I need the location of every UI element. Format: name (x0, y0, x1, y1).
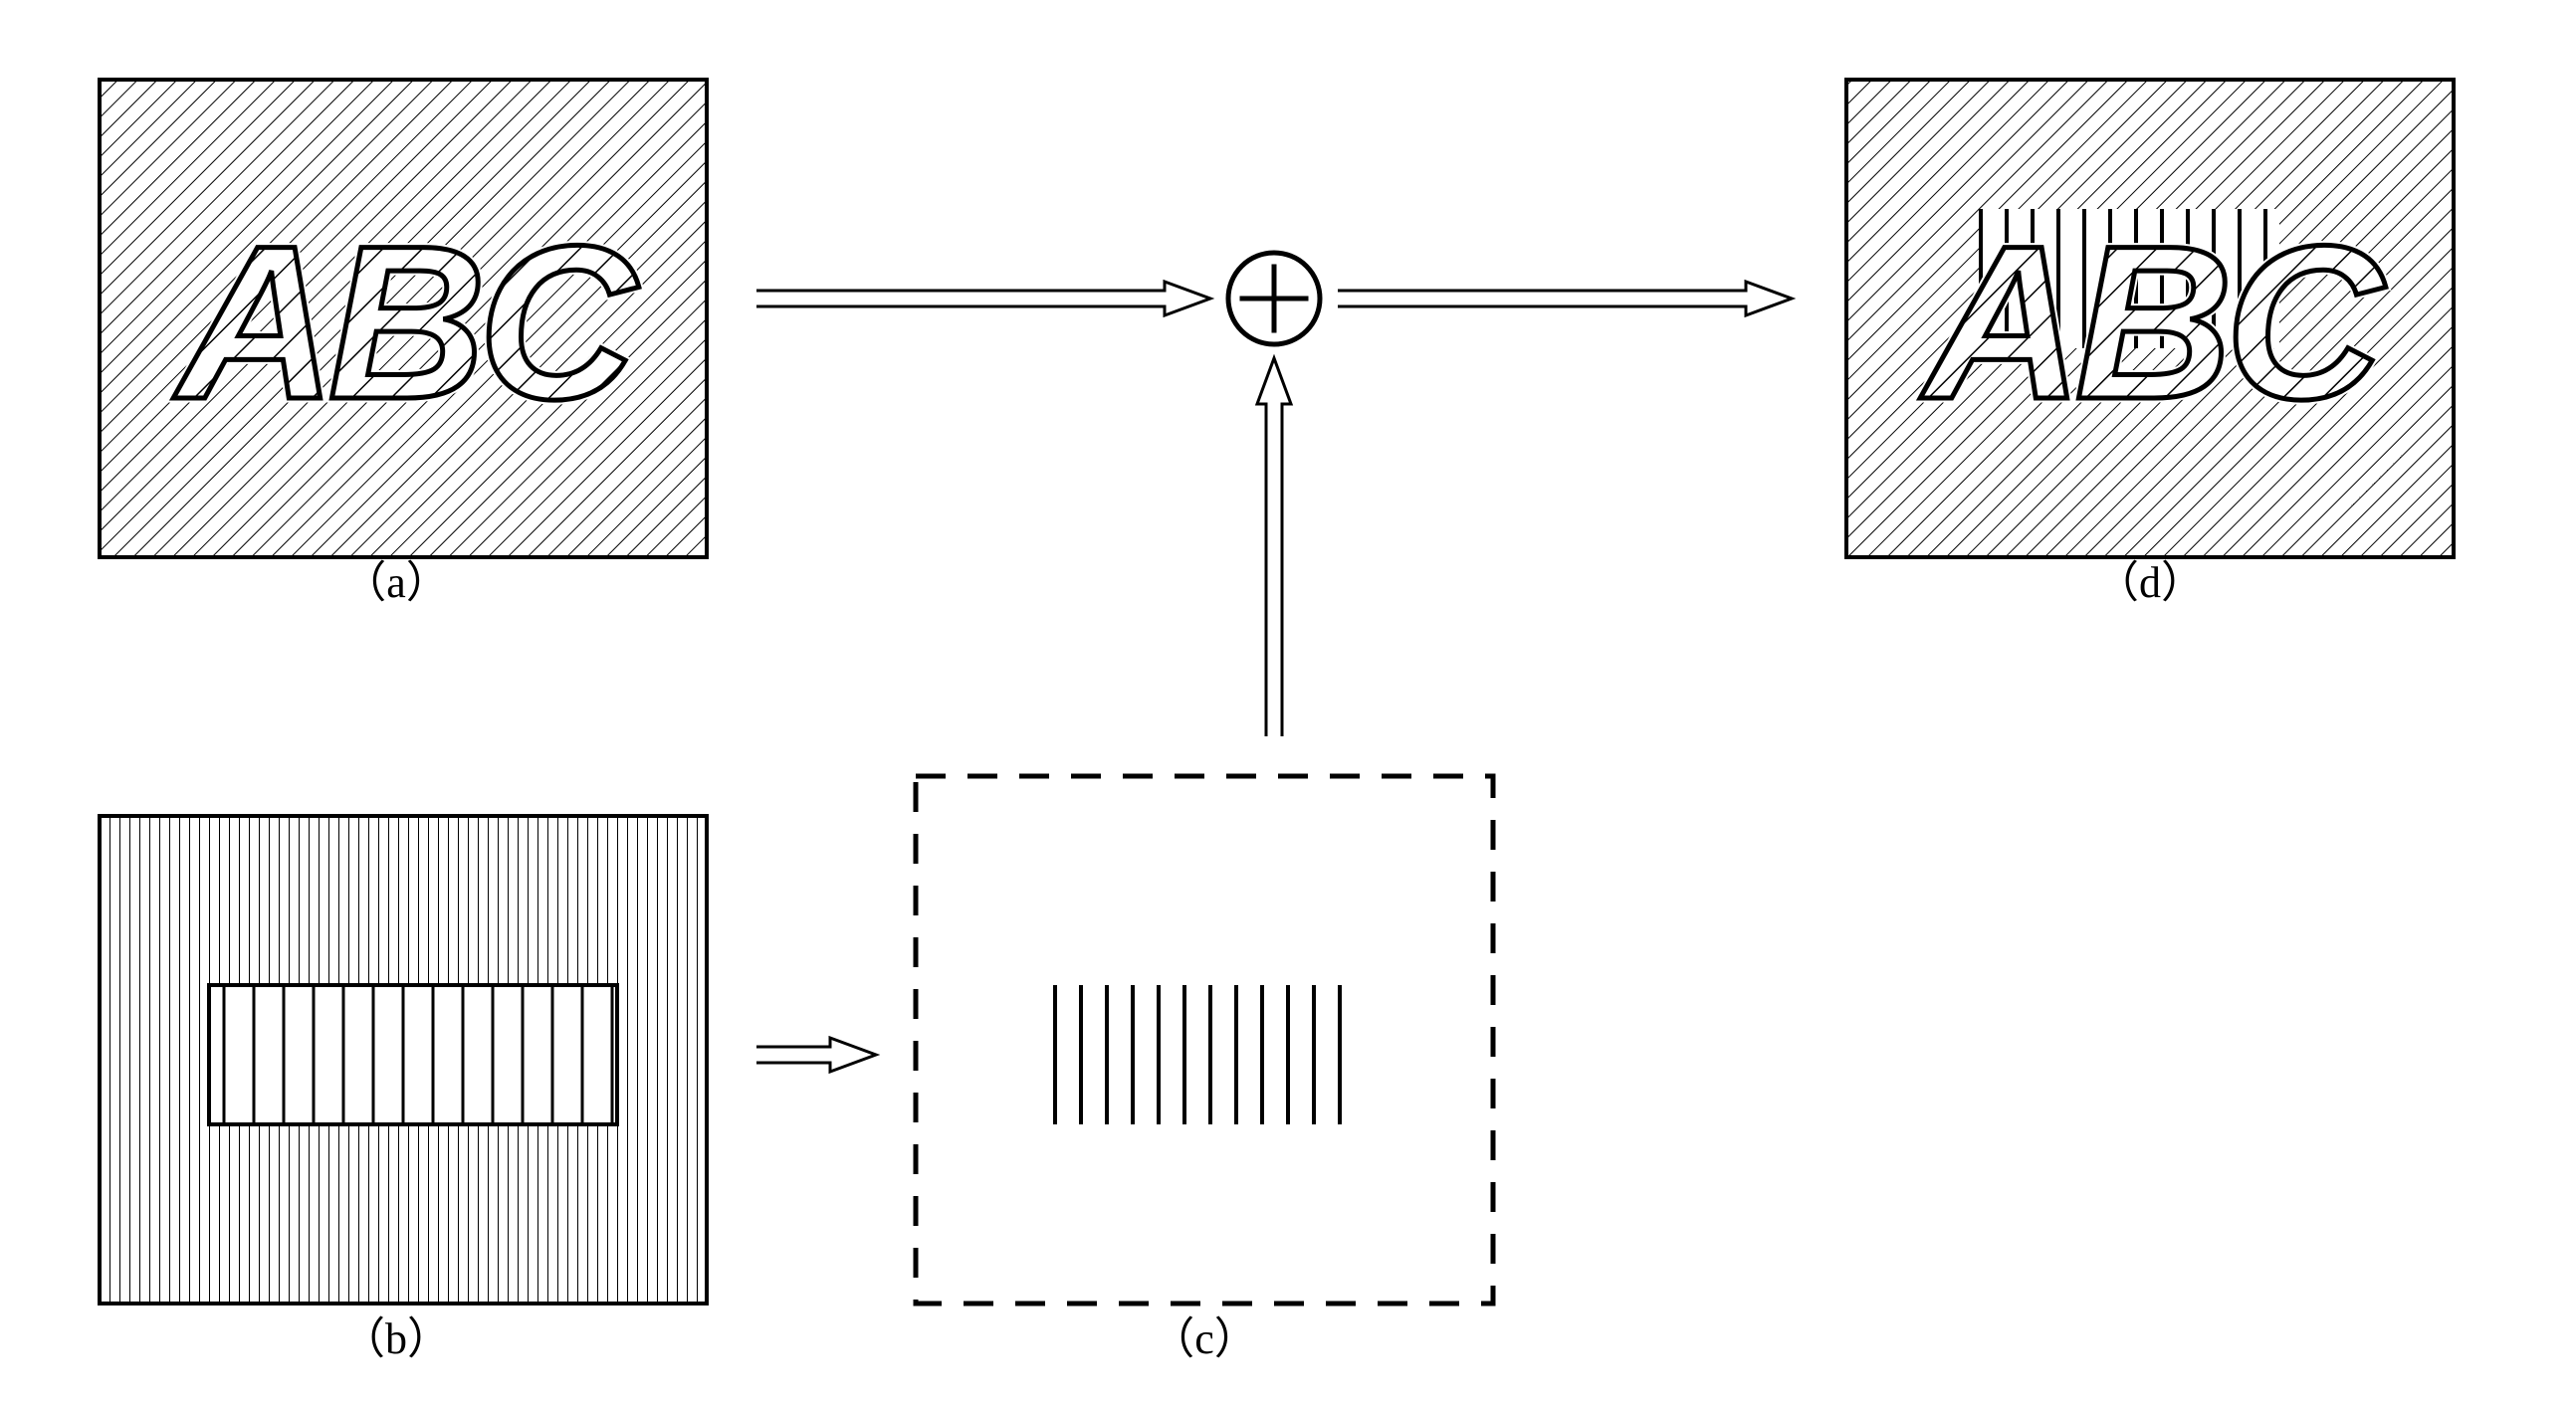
panel-a-label: （a） (297, 546, 496, 610)
panel-c-label: （c） (1105, 1303, 1304, 1366)
diagram-canvas: ABCABCABCABCABCABC (0, 0, 2576, 1400)
panel-b-label: （b） (297, 1303, 496, 1366)
svg-text:ABC: ABC (1920, 200, 2387, 445)
diagram-svg: ABCABCABCABCABCABC (0, 0, 2576, 1400)
svg-text:ABC: ABC (173, 200, 640, 445)
panel-d-label: （d） (2050, 546, 2250, 610)
